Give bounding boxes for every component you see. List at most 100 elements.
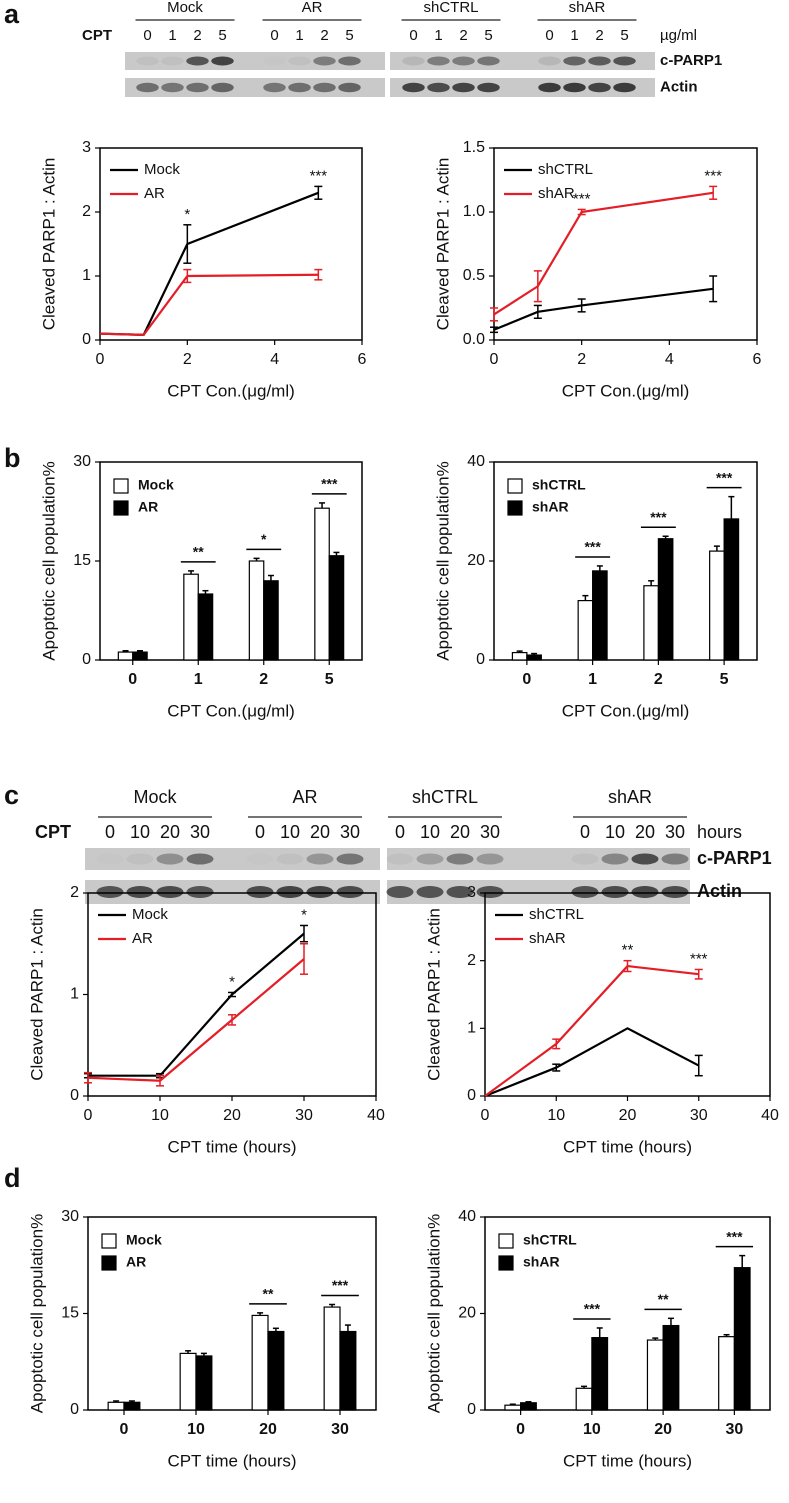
y-tick-label: 15 — [73, 552, 91, 569]
error-bar — [623, 959, 632, 973]
legend-label: AR — [126, 1254, 146, 1270]
blot-lane: 5 — [620, 27, 628, 44]
significance: *** — [690, 950, 708, 967]
x-axis-label: CPT Con.(μg/ml) — [167, 701, 295, 720]
blot-band — [136, 82, 159, 93]
data-line — [493, 191, 714, 316]
legend-label: shAR — [523, 1254, 560, 1270]
data-line — [484, 1027, 700, 1098]
error-bar — [344, 1324, 351, 1332]
y-tick-label: 3 — [82, 139, 91, 156]
error-bar — [667, 1317, 674, 1326]
error-bar — [228, 991, 236, 998]
bar — [183, 573, 199, 661]
error-bar — [84, 1071, 92, 1084]
blot-lane: 0 — [105, 822, 115, 842]
blot-band — [97, 854, 124, 865]
blot-band — [156, 886, 184, 898]
data-line — [493, 287, 714, 331]
data-line — [99, 191, 319, 337]
error-bar — [300, 943, 308, 975]
y-tick-label: 0 — [82, 331, 91, 348]
significance: ** — [622, 942, 634, 959]
blot-group: AR — [292, 787, 317, 807]
blot-band — [446, 886, 474, 898]
blot-band — [288, 82, 311, 93]
significance: *** — [332, 1277, 349, 1293]
blot-lane: 20 — [450, 822, 470, 842]
y-tick-label: 0.5 — [463, 267, 485, 284]
legend-swatch — [101, 1233, 117, 1249]
blot-band — [386, 886, 414, 898]
y-tick-label: 30 — [73, 453, 91, 470]
blot-lane: 5 — [345, 27, 353, 44]
error-bar — [582, 594, 589, 601]
error-bar — [156, 1074, 164, 1087]
legend-swatch — [113, 478, 129, 494]
chart: 0 20 40 CPT time (hours) Apoptotic cell popu… — [424, 1208, 771, 1470]
blot-lane: 0 — [409, 27, 417, 44]
bar — [511, 651, 528, 661]
y-tick-label: 2 — [467, 952, 476, 969]
error-bar — [728, 495, 735, 519]
error-bar — [533, 304, 542, 319]
significance: ** — [263, 1286, 274, 1302]
error-bar — [648, 580, 655, 586]
significance: * — [301, 906, 307, 923]
blot-band — [416, 853, 444, 865]
x-tick-label: 0 — [490, 351, 499, 368]
blot-band — [613, 82, 636, 93]
x-tick-label: 10 — [187, 1421, 205, 1438]
blot-band — [452, 82, 475, 93]
blot-band — [613, 56, 636, 66]
blot-group: shCTRL — [423, 0, 478, 16]
significance: *** — [321, 476, 338, 492]
y-axis-label: Apoptotic cell population% — [27, 1214, 46, 1413]
blot-group: Mock — [133, 787, 177, 807]
bar — [504, 1404, 522, 1411]
bar — [132, 651, 148, 661]
bar — [117, 651, 134, 661]
blot-band — [631, 886, 659, 898]
x-tick-label: 5 — [720, 671, 729, 688]
blot-band — [538, 82, 561, 93]
y-tick-label: 1.0 — [463, 203, 485, 220]
y-tick-label: 0 — [476, 651, 485, 668]
y-tick-label: 40 — [458, 1208, 476, 1225]
bar — [197, 593, 214, 661]
x-tick-label: 0 — [522, 671, 531, 688]
x-tick-label: 4 — [270, 351, 279, 368]
blot-unit: hours — [697, 822, 742, 842]
blot-image — [85, 848, 380, 870]
significance: * — [261, 531, 267, 547]
bar — [733, 1267, 751, 1411]
x-tick-label: 20 — [223, 1107, 241, 1124]
x-tick-label: 30 — [331, 1421, 349, 1438]
error-bar — [713, 545, 720, 552]
blot-treatment: CPT — [35, 822, 71, 842]
x-tick-label: 0 — [128, 671, 137, 688]
blot-lane: 5 — [484, 27, 492, 44]
x-axis-label: CPT time (hours) — [563, 1137, 692, 1156]
blot-band — [246, 886, 274, 898]
y-axis-label: Cleaved PARP1 : Actin — [39, 158, 58, 331]
legend-swatch — [507, 500, 523, 516]
bar — [643, 585, 659, 661]
panel-label: a — [4, 0, 20, 29]
blot-treatment: CPT — [82, 27, 112, 44]
x-tick-label: 10 — [583, 1421, 601, 1438]
blot-lane: 0 — [545, 27, 553, 44]
error-bar — [183, 268, 192, 284]
bar — [179, 1352, 197, 1411]
blot-band — [477, 56, 500, 66]
bar — [251, 1314, 269, 1411]
panel-label: d — [4, 1163, 21, 1193]
blot-band — [306, 886, 334, 898]
bar — [520, 1402, 537, 1411]
blot-lane: 10 — [605, 822, 625, 842]
blot-band — [338, 56, 361, 66]
bar — [709, 550, 725, 661]
error-bar — [552, 1063, 561, 1072]
